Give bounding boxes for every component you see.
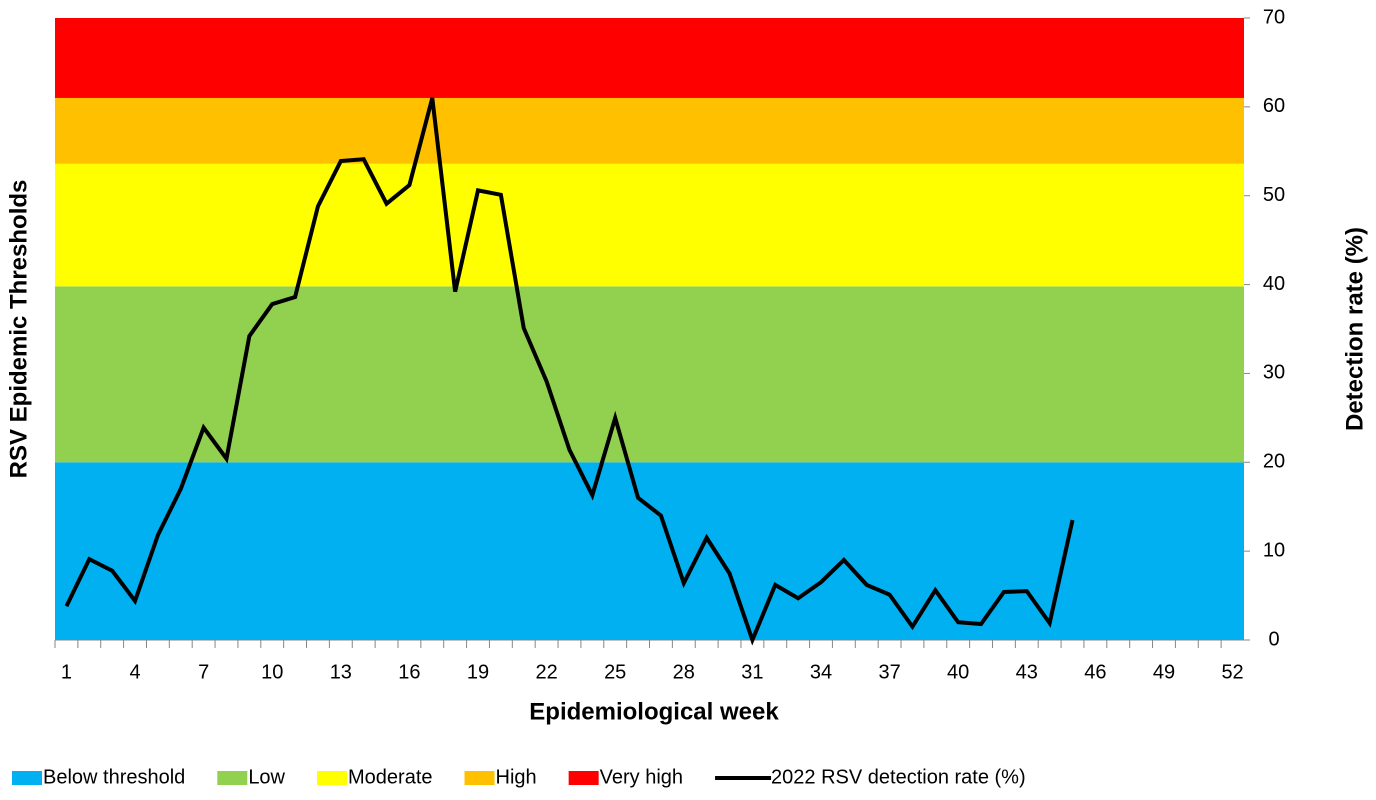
x-tick-label: 19 <box>467 661 489 683</box>
legend-label: High <box>496 766 537 788</box>
y-axis-title: RSV Epidemic Thresholds <box>5 180 32 479</box>
x-tick-label: 34 <box>810 661 832 683</box>
legend-swatch <box>317 771 348 785</box>
legend-label: Low <box>248 766 285 788</box>
x-tick-label: 37 <box>878 661 900 683</box>
x-tick-label: 28 <box>673 661 695 683</box>
x-tick-label: 40 <box>947 661 969 683</box>
y2-tick-label: 70 <box>1263 6 1285 28</box>
x-tick-label: 4 <box>129 661 140 683</box>
x-tick-label: 7 <box>198 661 209 683</box>
y2-tick-label: 30 <box>1263 362 1285 384</box>
legend-label: Below threshold <box>43 766 185 788</box>
x-tick-label: 46 <box>1084 661 1106 683</box>
y2-tick-label: 0 <box>1268 628 1279 650</box>
y2-tick-label: 50 <box>1263 184 1285 206</box>
x-tick-label: 10 <box>261 661 283 683</box>
y2-tick-label: 20 <box>1263 451 1285 473</box>
threshold-band <box>55 462 1244 640</box>
x-tick-label: 1 <box>61 661 72 683</box>
y2-tick-label: 60 <box>1263 95 1285 117</box>
threshold-band <box>55 163 1244 287</box>
x-tick-label: 13 <box>330 661 352 683</box>
x-tick-label: 31 <box>741 661 763 683</box>
legend-label: Moderate <box>348 766 433 788</box>
threshold-band <box>55 97 1244 164</box>
threshold-band <box>55 18 1244 98</box>
x-tick-label: 22 <box>535 661 557 683</box>
y2-tick-label: 10 <box>1263 539 1285 561</box>
legend-swatch <box>12 771 42 785</box>
threshold-band <box>55 286 1244 463</box>
legend-swatch <box>464 771 495 785</box>
y2-axis-title: Detection rate (%) <box>1341 227 1368 431</box>
x-tick-label: 43 <box>1016 661 1038 683</box>
x-tick-label: 49 <box>1153 661 1175 683</box>
legend-swatch <box>568 771 599 785</box>
x-tick-label: 52 <box>1221 661 1243 683</box>
x-tick-label: 16 <box>398 661 420 683</box>
series-line <box>64 97 1075 646</box>
legend-label: 2022 RSV detection rate (%) <box>771 766 1026 788</box>
legend-label: Very high <box>600 766 683 788</box>
x-axis-title: Epidemiological week <box>529 698 779 725</box>
legend-swatch <box>217 771 248 785</box>
x-tick-label: 25 <box>604 661 626 683</box>
y2-tick-label: 40 <box>1263 273 1285 295</box>
